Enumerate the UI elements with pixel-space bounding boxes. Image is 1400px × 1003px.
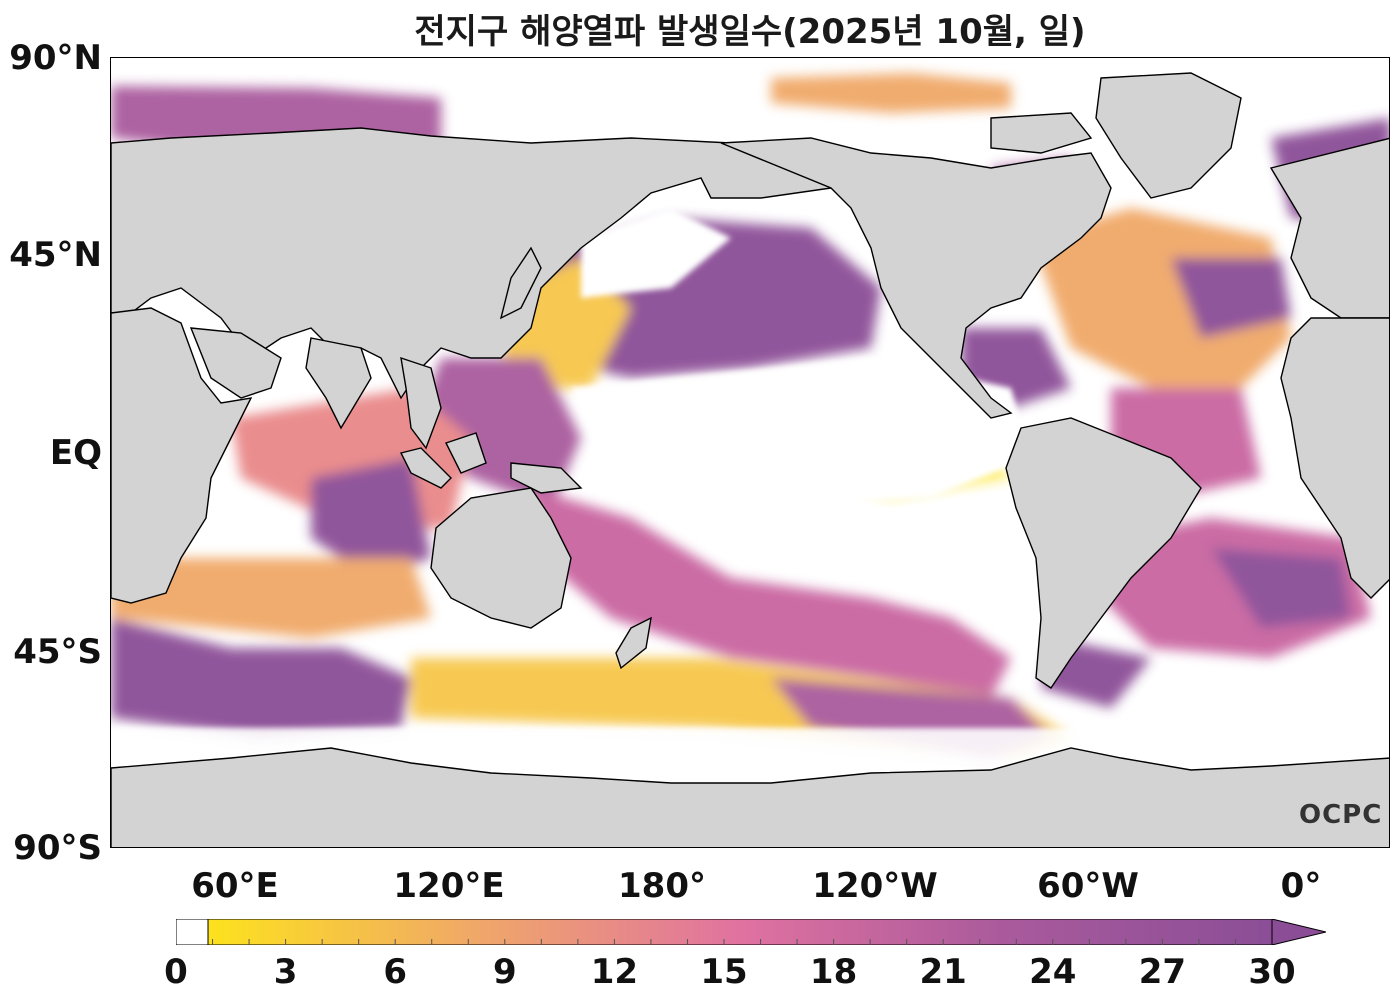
colorbar-tick-21: 21 bbox=[919, 952, 967, 992]
colorbar-extend-arrow bbox=[1271, 919, 1326, 945]
lat-label-90s: 90°S bbox=[13, 828, 102, 868]
colorbar bbox=[176, 919, 1326, 945]
colorbar-tick-30: 30 bbox=[1248, 952, 1296, 992]
lon-label-60w: 60°W bbox=[1037, 866, 1139, 906]
land-africa-west bbox=[1280, 317, 1389, 599]
land-new-guinea bbox=[510, 462, 583, 494]
lat-label-45n: 45°N bbox=[9, 235, 102, 275]
map-title: 전지구 해양열파 발생일수(2025년 10월, 일) bbox=[414, 12, 1086, 52]
land-eurasia bbox=[111, 127, 832, 400]
lon-label-60e: 60°E bbox=[191, 866, 279, 906]
land-africa bbox=[111, 307, 253, 604]
land-greenland bbox=[1095, 72, 1242, 199]
lon-label-120e: 120°E bbox=[393, 866, 505, 906]
land-new-zealand bbox=[615, 616, 652, 670]
land-japan bbox=[499, 246, 542, 320]
heatwave-layer bbox=[111, 73, 1389, 768]
land-sumatra bbox=[399, 447, 452, 489]
lon-label-0: 0° bbox=[1280, 866, 1322, 906]
land-south-america bbox=[1005, 417, 1202, 689]
lon-label-180: 180° bbox=[618, 866, 706, 906]
colorbar-tick-18: 18 bbox=[809, 952, 858, 992]
land-layer bbox=[111, 72, 1389, 847]
colorbar-tick-15: 15 bbox=[700, 952, 748, 992]
land-antarctica bbox=[111, 747, 1389, 847]
land-india bbox=[305, 337, 372, 430]
land-sea-peninsula bbox=[400, 356, 442, 450]
colorbar-tick-0: 0 bbox=[164, 952, 188, 992]
land-arctic-islands bbox=[990, 112, 1093, 154]
lat-label-90n: 90°N bbox=[9, 38, 102, 78]
land-north-america bbox=[720, 137, 1112, 419]
lon-label-120w: 120°W bbox=[812, 866, 938, 906]
lat-label-eq: EQ bbox=[49, 433, 102, 473]
colorbar-tick-3: 3 bbox=[273, 952, 298, 992]
colorbar-tick-6: 6 bbox=[383, 952, 408, 992]
colorbar-tick-27: 27 bbox=[1138, 952, 1187, 992]
land-australia bbox=[430, 487, 572, 629]
map-svg bbox=[111, 72, 1389, 847]
land-borneo bbox=[445, 432, 487, 474]
land-arabia bbox=[189, 327, 282, 399]
colorbar-tick-9: 9 bbox=[492, 952, 517, 992]
world-map: OCPC bbox=[110, 57, 1390, 848]
land-europe bbox=[1269, 137, 1389, 319]
colorbar-zero-bin bbox=[176, 919, 209, 945]
ocpc-logo: OCPC bbox=[1299, 800, 1383, 830]
lat-label-45s: 45°S bbox=[13, 632, 102, 672]
colorbar-gradient bbox=[207, 919, 1273, 945]
colorbar-tick-12: 12 bbox=[590, 952, 639, 992]
colorbar-tick-24: 24 bbox=[1029, 952, 1077, 992]
